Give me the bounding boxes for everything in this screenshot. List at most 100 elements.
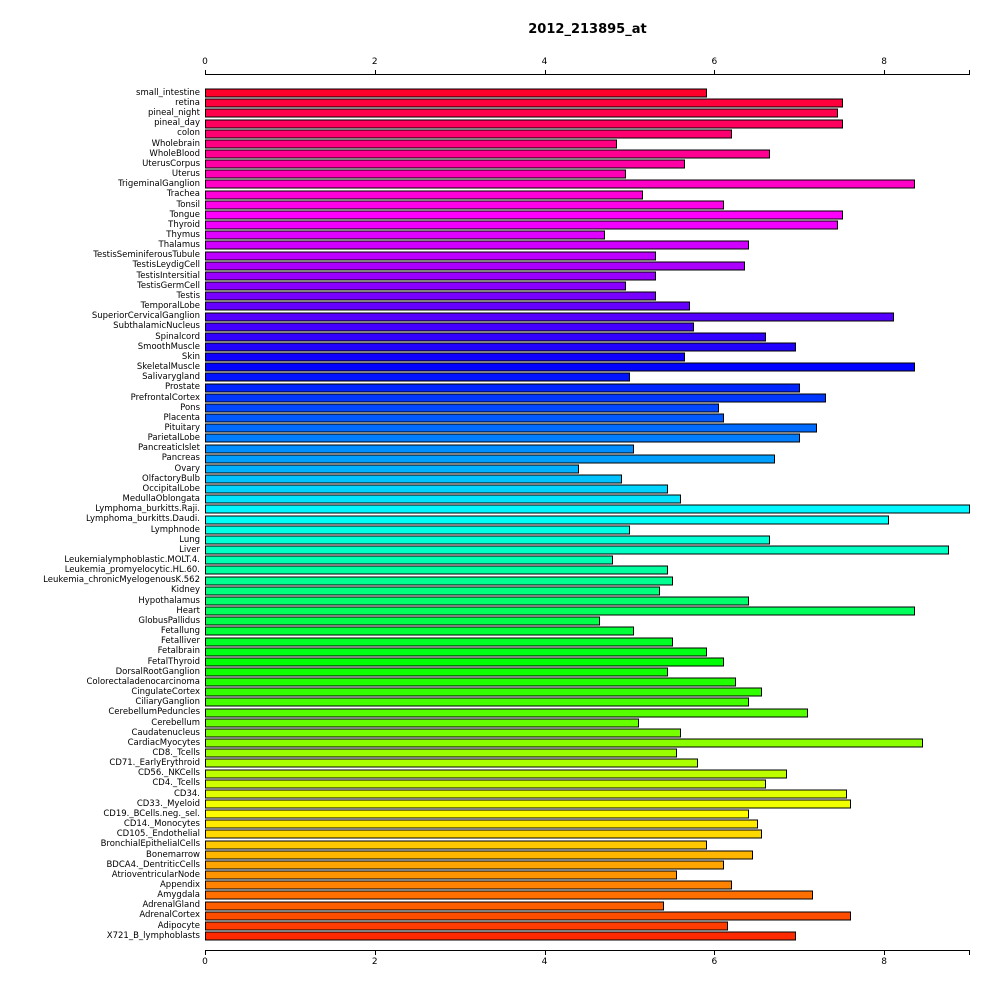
category-label: OlfactoryBulb [142,473,200,484]
bar-row: Heart [0,606,970,616]
category-label: Appendix [159,880,200,891]
bar-track [205,768,970,779]
bar [205,322,694,332]
bar [205,342,796,352]
category-label: Pancreas [161,453,200,464]
bar-track [205,728,970,738]
bar [205,657,724,667]
bar [205,626,635,636]
bar-row: AdrenalCortex [0,911,970,921]
bar-track [205,829,970,839]
category-label: CD105._Endothelial [116,829,200,840]
bar-track [205,190,970,200]
bar-row: Placenta [0,413,970,423]
bar-track [205,118,970,129]
bar [205,484,669,494]
bar [205,119,843,129]
category-label: pineal_night [147,108,200,119]
bar [205,819,758,829]
bar [205,870,677,880]
axis-tick [884,70,886,75]
bar-row: Cerebellum [0,718,970,728]
category-label: FetalThyroid [147,656,200,667]
bar [205,190,643,200]
bar [205,596,749,606]
bar [205,616,601,626]
bar-row: CD56._NKCells [0,768,970,779]
bar [205,829,762,839]
bar-row: TemporalLobe [0,301,970,311]
bar-track [205,301,970,311]
bar-track [205,332,970,342]
bar-row: AtrioventricularNode [0,870,970,880]
bar-track [205,220,970,230]
bar-track [205,362,970,372]
bar-row: Thymus [0,230,970,240]
bar [205,779,766,789]
bar [205,535,771,545]
category-label: CD71._EarlyErythroid [109,758,200,769]
bar-track [205,423,970,433]
bar-row: TestisLeydigCell [0,261,970,271]
bar [205,799,851,809]
category-label: Placenta [163,412,200,423]
category-label: Caudatenucleus [131,727,200,738]
bar [205,931,796,941]
bar-track [205,565,970,575]
category-label: Kidney [171,585,200,596]
category-label: GlobusPallidus [138,615,200,626]
bar-row: WholeBlood [0,149,970,159]
bar-row: Leukemia_chronicMyelogenousK.562 [0,576,970,586]
bar-track [205,515,970,525]
bar-row: Appendix [0,880,970,890]
category-label: Skin [181,351,200,362]
category-label: small_intestine [136,87,200,98]
bar [205,220,839,230]
bar-track [205,149,970,159]
bar [205,474,622,484]
bar-track [205,230,970,240]
bar-row: CD71._EarlyErythroid [0,758,970,768]
category-label: pineal_day [154,118,200,129]
category-label: Leukemia_chronicMyelogenousK.562 [43,575,200,586]
bar-row: pineal_day [0,118,970,129]
bar-track [205,535,970,545]
bar-track [205,139,970,149]
bar-row: Lymphoma_burkitts.Raji. [0,504,970,514]
bar-track [205,779,970,789]
x-axis-top-line [205,74,969,75]
category-label: TestisLeydigCell [132,260,200,271]
category-label: retina [175,97,200,108]
category-label: Cerebellum [151,717,200,728]
bar-track [205,291,970,301]
axis-tick-label: 2 [371,957,378,967]
axis-tick [205,950,206,955]
bar [205,565,669,575]
category-label: Lung [179,534,200,545]
bar [205,758,698,768]
bar [205,840,707,850]
bar-track [205,322,970,332]
bar-row: Wholebrain [0,139,970,149]
bar-track [205,576,970,586]
axis-end-tick [969,950,970,955]
bar-track [205,210,970,220]
bar-track [205,443,970,454]
category-label: CD4._Tcells [152,778,200,789]
axis-tick [544,950,546,955]
bar-track [205,342,970,352]
bar-row: Fetalliver [0,636,970,647]
bar [205,586,660,596]
bar [205,108,839,118]
category-label: SuperiorCervicalGanglion [91,311,200,322]
bar [205,230,605,240]
category-label: Lymphoma_burkitts.Daudi. [86,514,200,525]
bar-row: Uterus [0,169,970,179]
bar-row: Thyroid [0,220,970,230]
bar-row: PancreaticIslet [0,443,970,454]
bar [205,332,766,342]
category-label: Trachea [166,189,200,200]
axis-tick [374,70,376,75]
category-label: Tongue [169,209,200,220]
bar [205,433,800,443]
